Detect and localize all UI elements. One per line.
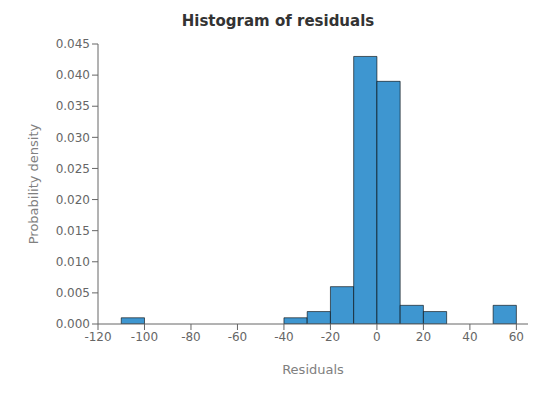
svg-text:0.015: 0.015 <box>56 224 90 238</box>
svg-text:60: 60 <box>509 330 524 344</box>
svg-text:0.030: 0.030 <box>56 131 90 145</box>
svg-text:-20: -20 <box>321 330 341 344</box>
svg-text:-80: -80 <box>181 330 201 344</box>
svg-text:-60: -60 <box>228 330 248 344</box>
svg-text:0: 0 <box>373 330 381 344</box>
svg-text:0.010: 0.010 <box>56 255 90 269</box>
svg-text:0.005: 0.005 <box>56 286 90 300</box>
svg-text:-40: -40 <box>274 330 294 344</box>
svg-text:0.025: 0.025 <box>56 162 90 176</box>
svg-text:Residuals: Residuals <box>282 362 344 377</box>
svg-text:0.000: 0.000 <box>56 317 90 331</box>
html-text:Histogram of residuals: Histogram of residuals <box>181 12 375 30</box>
svg-text:0.045: 0.045 <box>56 37 90 51</box>
svg-text:0.040: 0.040 <box>56 68 90 82</box>
svg-text:0.020: 0.020 <box>56 193 90 207</box>
svg-text:Probability density: Probability density <box>26 123 41 244</box>
svg-text:40: 40 <box>462 330 477 344</box>
svg-text:0.035: 0.035 <box>56 99 90 113</box>
svg-text:20: 20 <box>416 330 431 344</box>
svg-text:-100: -100 <box>131 330 158 344</box>
svg-text:-120: -120 <box>84 330 111 344</box>
